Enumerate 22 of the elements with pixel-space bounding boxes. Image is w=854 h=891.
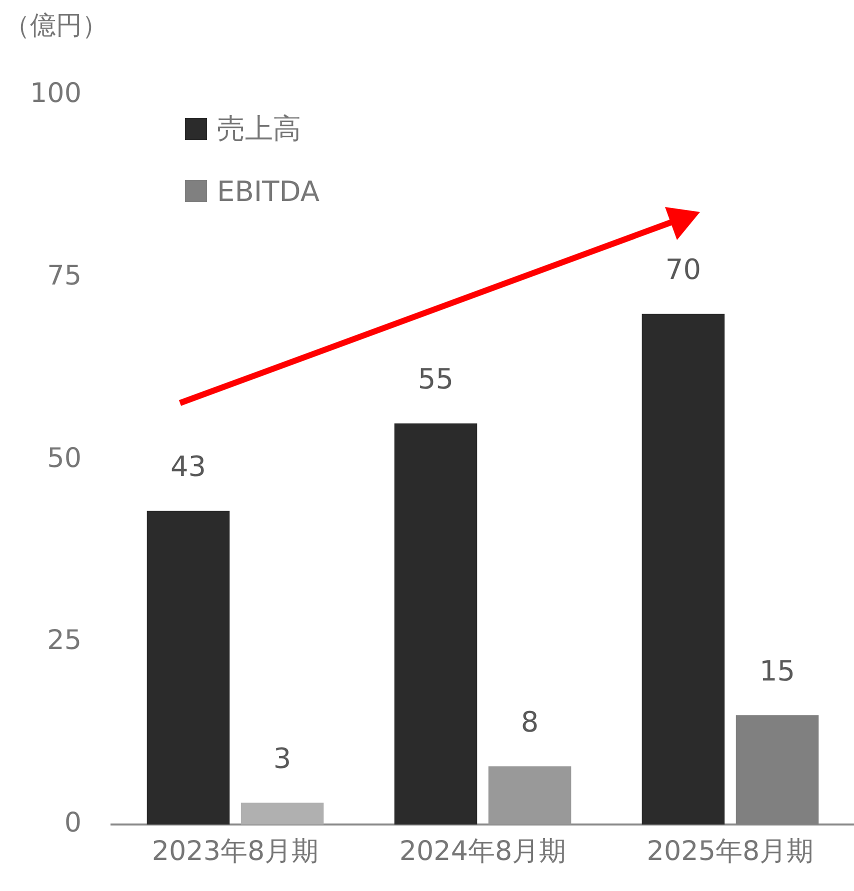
y-tick-label: 50 [47,442,82,474]
x-tick-label: 2025年8月期 [646,836,814,867]
data-label: 70 [665,253,702,286]
data-label: 3 [273,742,292,775]
data-label: 55 [418,362,454,396]
y-axis-title: （億円） [4,10,108,43]
legend-label: 売上高 [217,111,301,147]
y-tick-label: 75 [47,260,82,292]
bar [394,423,478,825]
y-tick-label: 0 [64,808,82,839]
bar [488,766,572,825]
y-tick-label: 25 [47,625,82,656]
y-tick-label: 100 [30,78,82,110]
bar [642,314,725,825]
x-tick-label: 2024年8月期 [399,836,566,867]
bar [240,802,324,825]
data-label: 8 [520,706,539,739]
data-label: 15 [759,654,796,688]
x-tick-label: 2023年8月期 [152,836,319,867]
data-label: 43 [170,450,206,484]
legend-label: EBITDA [217,174,320,208]
bar [146,510,230,825]
